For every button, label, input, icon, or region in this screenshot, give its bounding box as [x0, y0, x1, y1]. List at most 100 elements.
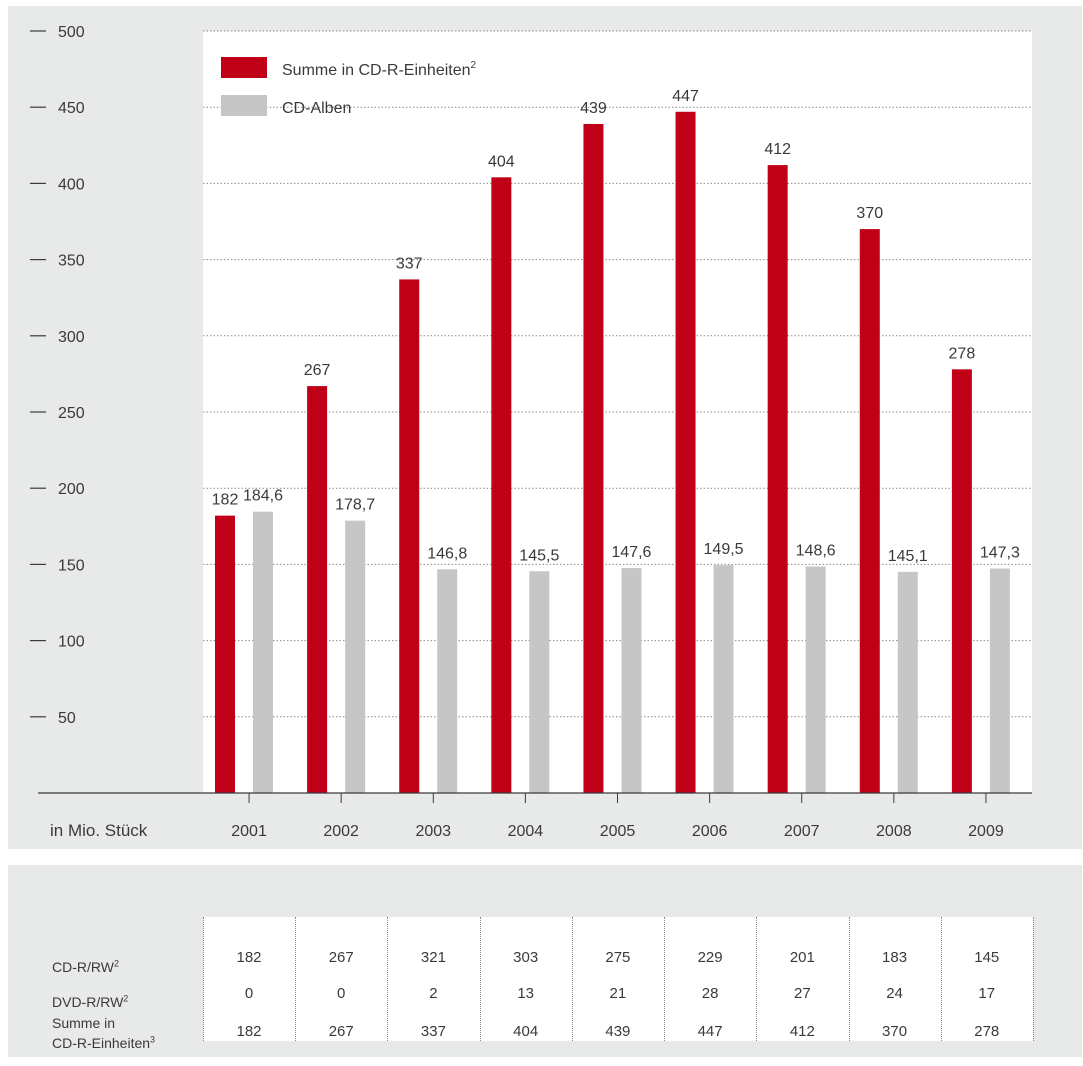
table-cell: 267: [328, 949, 354, 966]
legend-label-cd-alben: CD-Alben: [282, 100, 351, 117]
bar-cd-alben-2006: [713, 565, 734, 793]
table-column-divider: [1033, 917, 1034, 1041]
x-tick-label-2006: 2006: [692, 823, 728, 840]
table-cell: 337: [420, 1023, 446, 1040]
bar-summe-2005: [583, 123, 604, 794]
table-cell: 201: [789, 949, 815, 966]
y-tick-label: 500: [58, 24, 85, 41]
table-cell: 303: [513, 949, 539, 966]
table-background: [203, 917, 1033, 1041]
y-tick-300: 300: [30, 329, 85, 346]
y-tick-label: 250: [58, 405, 85, 422]
y-tick-label: 150: [58, 557, 85, 574]
data-label-summe-2004: 404: [488, 153, 515, 170]
y-tick-400: 400: [30, 176, 85, 193]
data-label-summe-2009: 278: [949, 345, 976, 362]
bar-cd-alben-2008: [897, 571, 918, 793]
table-cell: 404: [513, 1023, 539, 1040]
table-cell: 2: [429, 985, 438, 1002]
bar-summe-2007: [767, 165, 788, 793]
data-label-cd-alben-2006: 149,5: [704, 541, 744, 558]
row-label-cdr: CD-R/RW2: [52, 958, 119, 975]
unit-label: in Mio. Stück: [50, 821, 148, 840]
data-table-panel: CD-R/RW2 DVD-R/RW2 Summe in CD-R-Einheit…: [8, 865, 1082, 1057]
data-label-cd-alben-2001: 184,6: [243, 488, 283, 505]
table-cell: 27: [793, 985, 811, 1002]
table-cell: 145: [974, 949, 1000, 966]
x-tick-label-2003: 2003: [415, 823, 451, 840]
x-tick-label-2009: 2009: [968, 823, 1004, 840]
table-column-divider: [203, 917, 204, 1041]
bar-cd-alben-2009: [989, 568, 1010, 793]
table-cell: 439: [605, 1023, 631, 1040]
data-label-summe-2003: 337: [396, 255, 423, 272]
bar-summe-2004: [491, 177, 512, 793]
bar-cd-alben-2007: [805, 566, 826, 793]
y-tick-450: 450: [30, 100, 85, 117]
table-cell: 447: [697, 1023, 723, 1040]
table-cell: 28: [701, 985, 719, 1002]
y-tick-250: 250: [30, 405, 85, 422]
data-label-cd-alben-2002: 178,7: [335, 497, 375, 514]
bar-cd-alben-2005: [621, 568, 642, 793]
table-cell: 229: [697, 949, 723, 966]
x-tick-label-2002: 2002: [323, 823, 359, 840]
table-cell: 267: [328, 1023, 354, 1040]
table-cell: 17: [978, 985, 996, 1002]
data-label-cd-alben-2007: 148,6: [796, 543, 836, 560]
legend-label-summe: Summe in CD-R-Einheiten2: [282, 60, 477, 79]
table-cell: 0: [337, 985, 346, 1002]
y-tick-100: 100: [30, 634, 85, 651]
table-cell: 13: [517, 985, 534, 1002]
data-label-cd-alben-2005: 147,6: [611, 544, 651, 561]
row-label-dvdr: DVD-R/RW2: [52, 993, 129, 1010]
data-label-summe-2002: 267: [304, 362, 331, 379]
y-tick-50: 50: [30, 710, 76, 727]
data-label-cd-alben-2009: 147,3: [980, 545, 1020, 562]
bar-cd-alben-2002: [345, 520, 366, 793]
bar-summe-2002: [307, 386, 328, 793]
table-cell: 183: [882, 949, 908, 966]
bar-summe-2008: [859, 229, 880, 793]
table-cell: 182: [236, 949, 262, 966]
table-cell: 370: [882, 1023, 908, 1040]
legend-swatch-cd-alben: [221, 95, 267, 116]
table-cell: 321: [420, 949, 446, 966]
x-tick-label-2005: 2005: [600, 823, 636, 840]
x-tick-label-2001: 2001: [231, 823, 267, 840]
y-tick-350: 350: [30, 253, 85, 270]
table-cell: 0: [244, 985, 254, 1002]
y-tick-label: 200: [58, 481, 85, 498]
table-cell: 278: [974, 1023, 1000, 1040]
data-label-summe-2006: 447: [672, 88, 699, 105]
table-column-divider: [940, 917, 942, 1041]
data-label-summe-2007: 412: [764, 141, 791, 158]
y-tick-label: 400: [58, 176, 85, 193]
y-tick-label: 350: [58, 253, 85, 270]
x-tick-label-2008: 2008: [876, 823, 912, 840]
chart-panel: 500 450 400 350 300 250 200 150 100 50 Summe in CD…: [8, 6, 1082, 849]
table-column-divider: [479, 917, 481, 1041]
table-column-divider: [848, 917, 850, 1041]
table-column-divider: [664, 917, 666, 1041]
bar-cd-alben-2004: [529, 571, 550, 793]
data-label-cd-alben-2003: 146,8: [427, 545, 467, 562]
data-label-summe-2005: 439: [580, 100, 607, 117]
table-column-divider: [295, 917, 297, 1041]
table-cell: 275: [605, 949, 631, 966]
x-tick-label-2004: 2004: [508, 823, 544, 840]
bar-summe-2009: [951, 369, 972, 793]
bar-summe-2001: [215, 515, 235, 793]
table-cell: 412: [789, 1023, 815, 1040]
table-cell: 182: [236, 1023, 262, 1040]
data-label-cd-alben-2008: 145,1: [888, 548, 928, 565]
row-label-summe: Summe in CD-R-Einheiten3: [52, 1015, 156, 1051]
table-column-divider: [387, 917, 389, 1041]
bar-cd-alben-2003: [437, 569, 458, 793]
data-label-cd-alben-2004: 145,5: [519, 547, 559, 564]
y-tick-200: 200: [30, 481, 85, 498]
y-tick-500: 500: [30, 24, 85, 41]
y-tick-label: 50: [58, 710, 76, 727]
y-tick-150: 150: [30, 557, 85, 574]
y-tick-label: 100: [58, 634, 85, 651]
